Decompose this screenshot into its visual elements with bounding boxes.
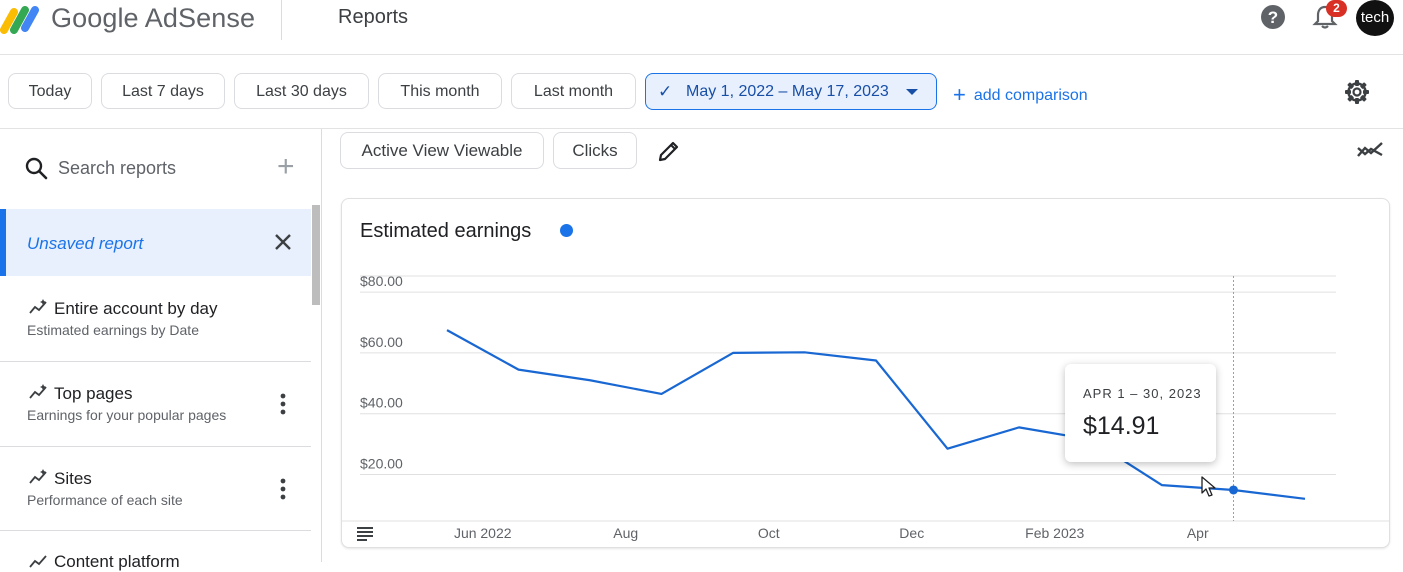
sparkline-icon — [29, 555, 47, 568]
report-subtitle: Earnings for your popular pages — [27, 407, 227, 423]
x-tick-label: Jun 2022 — [454, 525, 512, 541]
list-divider — [0, 446, 311, 447]
plus-icon: + — [953, 82, 966, 107]
svg-text:?: ? — [1268, 8, 1278, 27]
last-7-days-button[interactable]: Last 7 days — [101, 73, 225, 109]
trend-icon[interactable] — [1356, 138, 1384, 162]
earnings-line-chart[interactable]: $80.00 $60.00 $40.00 $20.00 Jun 2022 Aug Oct De… — [341, 260, 1390, 550]
metric-chip-clicks[interactable]: Clicks — [553, 132, 637, 169]
last-30-days-button[interactable]: Last 30 days — [234, 73, 369, 109]
search-input[interactable]: Search reports — [58, 158, 177, 178]
hovered-data-point[interactable] — [1229, 485, 1238, 495]
filter-divider — [0, 128, 1403, 129]
report-title[interactable]: Entire account by day — [54, 299, 218, 318]
last-month-button[interactable]: Last month — [511, 73, 636, 109]
brand-name[interactable]: Google AdSense — [51, 3, 256, 33]
table-icon[interactable] — [355, 526, 375, 542]
pencil-icon[interactable] — [657, 139, 681, 163]
more-vert-icon[interactable] — [279, 393, 287, 415]
series-legend-dot — [560, 224, 573, 237]
report-subtitle: Estimated earnings by Date — [27, 322, 199, 338]
y-tick-label: $40.00 — [360, 395, 403, 411]
metric-chip-active-view[interactable]: Active View Viewable — [340, 132, 544, 169]
adsense-logo-icon[interactable] — [0, 2, 40, 34]
close-icon[interactable] — [271, 230, 295, 254]
sparkline-icon — [29, 299, 47, 314]
y-tick-label: $80.00 — [360, 273, 403, 289]
avatar[interactable]: tech — [1356, 0, 1394, 36]
report-title[interactable]: Top pages — [54, 384, 133, 403]
search-icon[interactable] — [24, 156, 48, 180]
reports-sidebar — [0, 129, 322, 562]
sparkline-icon — [29, 384, 47, 399]
mouse-cursor-icon — [1201, 476, 1216, 497]
help-icon[interactable]: ? — [1260, 4, 1286, 30]
sparkline-icon — [29, 469, 47, 484]
chart-title: Estimated earnings — [360, 220, 532, 242]
unsaved-report-item[interactable] — [0, 209, 311, 276]
add-report-icon[interactable]: + — [277, 150, 295, 183]
y-tick-label: $60.00 — [360, 334, 403, 350]
date-range-label: May 1, 2022 – May 17, 2023 — [686, 83, 889, 100]
this-month-button[interactable]: This month — [378, 73, 502, 109]
add-comparison-link[interactable]: + add comparison — [953, 80, 1088, 107]
page-title: Reports — [338, 6, 409, 28]
report-subtitle: Performance of each site — [27, 492, 183, 508]
x-tick-label: Oct — [758, 525, 780, 541]
notification-badge: 2 — [1326, 0, 1347, 17]
add-comparison-label: add comparison — [973, 87, 1088, 104]
list-divider — [0, 361, 311, 362]
tooltip-value: $14.91 — [1083, 412, 1160, 440]
earnings-series-line[interactable] — [446, 329, 1306, 500]
list-divider — [0, 530, 311, 531]
more-vert-icon[interactable] — [279, 478, 287, 500]
x-tick-label: Aug — [613, 525, 638, 541]
tooltip-date-range: APR 1 – 30, 2023 — [1083, 386, 1202, 401]
x-tick-label: Feb 2023 — [1025, 525, 1084, 541]
chevron-down-icon — [906, 89, 918, 95]
gear-icon[interactable] — [1344, 79, 1370, 105]
sidebar-scrollbar[interactable] — [312, 205, 320, 305]
date-range-dropdown[interactable]: ✓ May 1, 2022 – May 17, 2023 — [645, 73, 937, 110]
check-icon: ✓ — [658, 82, 673, 101]
x-tick-label: Apr — [1187, 525, 1209, 541]
report-title[interactable]: Content platform — [54, 552, 180, 571]
top-app-bar — [0, 0, 1403, 55]
unsaved-report-label: Unsaved report — [27, 234, 144, 253]
today-button[interactable]: Today — [8, 73, 92, 109]
y-tick-label: $20.00 — [360, 456, 403, 472]
header-divider — [281, 0, 282, 40]
x-tick-label: Dec — [899, 525, 924, 541]
chart-tooltip: APR 1 – 30, 2023 $14.91 — [1065, 364, 1216, 462]
report-title[interactable]: Sites — [54, 469, 92, 488]
